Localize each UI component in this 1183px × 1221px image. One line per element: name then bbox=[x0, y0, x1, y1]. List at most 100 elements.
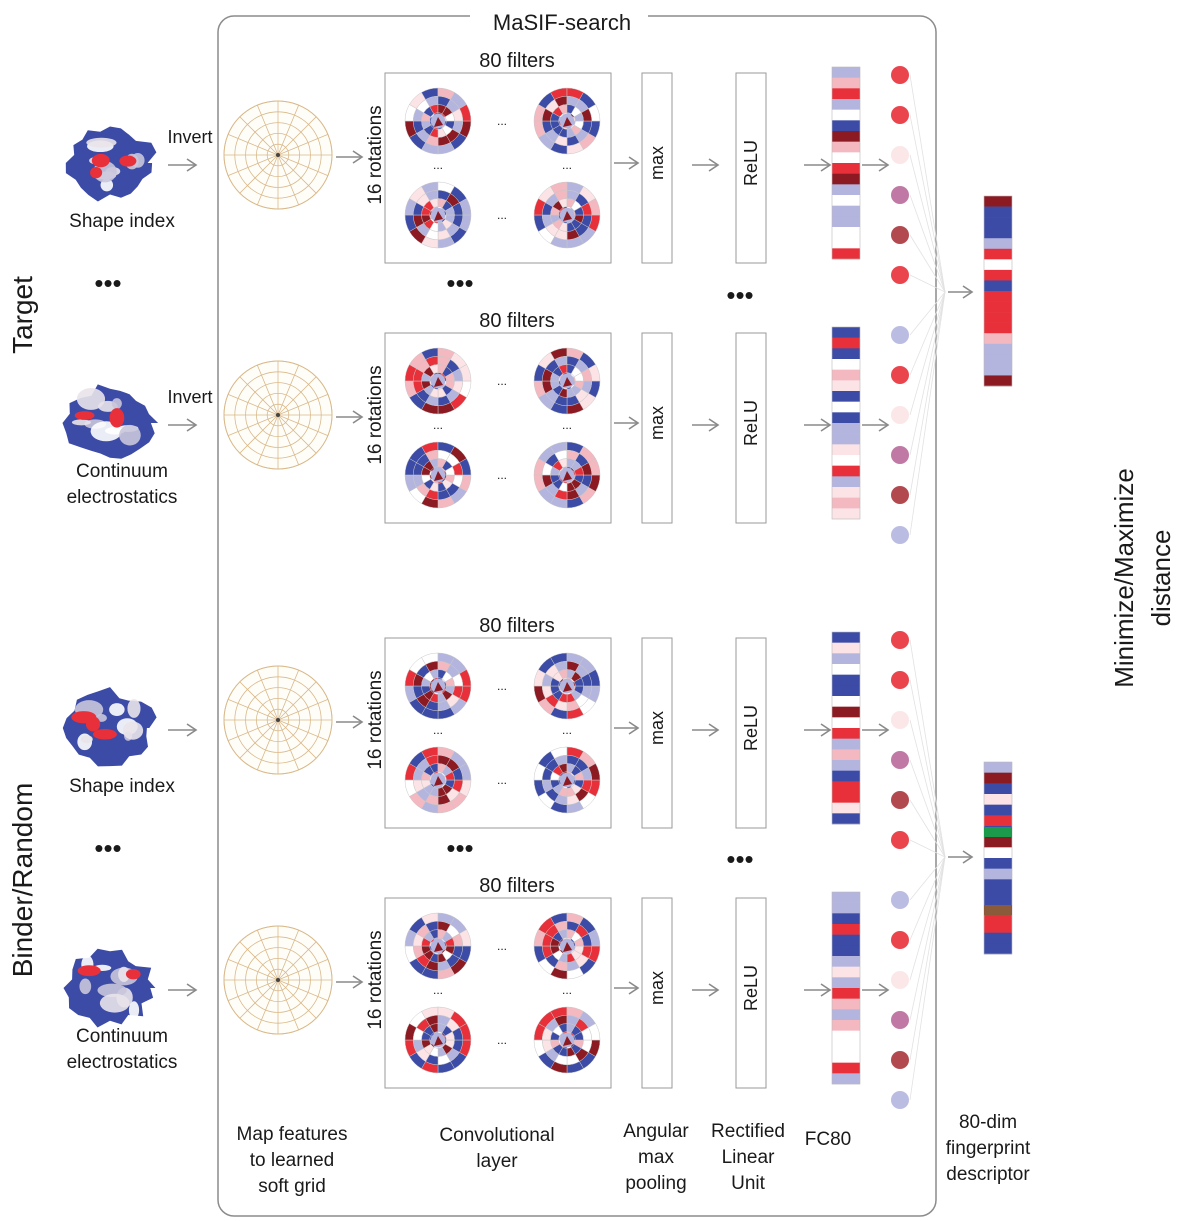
pool-box bbox=[641, 897, 673, 1089]
bottom-label-map: soft grid bbox=[258, 1176, 326, 1197]
connector-line bbox=[909, 291, 946, 456]
connector-line bbox=[909, 856, 946, 901]
pool-box bbox=[641, 637, 673, 829]
fc-node bbox=[891, 366, 909, 384]
conv-filter bbox=[533, 347, 601, 415]
conv-filter bbox=[533, 87, 601, 155]
arrow-relu-fc bbox=[804, 983, 832, 997]
arrow-grid-conv bbox=[336, 150, 364, 164]
conv-filter bbox=[533, 441, 601, 509]
arrow-conv-pool bbox=[614, 721, 640, 735]
conv-filter bbox=[404, 912, 472, 980]
fc-node bbox=[891, 711, 909, 729]
arrow-conv-pool bbox=[614, 981, 640, 995]
arrow-grid-conv bbox=[336, 975, 364, 989]
connector-line bbox=[909, 856, 946, 1101]
pool-label: max bbox=[647, 711, 667, 745]
fingerprint-brown-segment bbox=[984, 905, 1012, 915]
bottom-label-fingerprint: descriptor bbox=[946, 1164, 1030, 1185]
fc-node bbox=[891, 66, 909, 84]
arrow-relu-fc bbox=[804, 158, 832, 172]
extra-layer: ••• ••• ••• ••• ••• ••• Map features to learned… bbox=[94, 74, 1031, 1197]
arrow-relu-fc bbox=[804, 723, 832, 737]
row-ellipsis: ••• bbox=[726, 280, 753, 310]
connector-line bbox=[909, 856, 946, 1021]
fc80-stripe bbox=[831, 66, 861, 260]
arrow-fc-nodes bbox=[862, 983, 890, 997]
filter-ellipsis: ... bbox=[497, 208, 507, 222]
filters-label: 80 filters bbox=[479, 875, 555, 897]
connector-line bbox=[909, 759, 946, 858]
filter-ellipsis: ... bbox=[433, 158, 443, 172]
relu-label: ReLU bbox=[741, 965, 761, 1011]
connector-line bbox=[909, 799, 946, 858]
filter-ellipsis: ... bbox=[497, 114, 507, 128]
group-label-binder: Binder/Random bbox=[7, 783, 38, 978]
relu-label: ReLU bbox=[741, 705, 761, 751]
input-label: electrostatics bbox=[67, 487, 178, 508]
conv-filter bbox=[404, 1006, 472, 1074]
soft-grid bbox=[223, 665, 333, 775]
connector-line bbox=[909, 154, 946, 293]
fingerprint-green-segment bbox=[984, 827, 1012, 837]
arrow-pool-relu bbox=[692, 158, 720, 172]
filter-ellipsis: ... bbox=[433, 723, 443, 737]
conv-filter bbox=[404, 746, 472, 814]
fc-node bbox=[891, 971, 909, 989]
conv-filter bbox=[404, 181, 472, 249]
bottom-label-fingerprint: fingerprint bbox=[946, 1138, 1031, 1159]
arrow-fc-nodes bbox=[862, 723, 890, 737]
arrow-conv-pool bbox=[614, 156, 640, 170]
arrow-to-fingerprint-target bbox=[948, 285, 974, 299]
arrow-fc-nodes bbox=[862, 158, 890, 172]
fc-node bbox=[891, 931, 909, 949]
arrow-grid-conv bbox=[336, 715, 364, 729]
relu-box bbox=[735, 637, 767, 829]
group-label-target: Target bbox=[7, 276, 38, 354]
connector-line bbox=[909, 291, 946, 376]
conv-filter bbox=[533, 1006, 601, 1074]
fc-node bbox=[891, 751, 909, 769]
relu-label: ReLU bbox=[741, 140, 761, 186]
input-surface bbox=[63, 948, 156, 1028]
fc-node bbox=[891, 186, 909, 204]
input-surface bbox=[62, 687, 157, 767]
bottom-label-fc: FC80 bbox=[805, 1129, 851, 1150]
bottom-label-pool: Angular bbox=[623, 1121, 689, 1142]
bottom-label-map: to learned bbox=[250, 1150, 335, 1171]
connector-line bbox=[909, 291, 946, 496]
rotations-label: 16 rotations bbox=[365, 670, 386, 769]
connector-line bbox=[909, 274, 946, 293]
relu-box bbox=[735, 72, 767, 264]
arrow-relu-fc bbox=[804, 418, 832, 432]
filter-ellipsis: ... bbox=[562, 158, 572, 172]
arrow-pool-relu bbox=[692, 418, 720, 432]
connector-line bbox=[909, 194, 946, 293]
fingerprint-target bbox=[983, 195, 1013, 387]
network-row-4: Continuum electrostatics 80 filters 16 rota… bbox=[63, 875, 909, 1109]
fc-node bbox=[891, 106, 909, 124]
fc-node bbox=[891, 526, 909, 544]
invert-label: Invert bbox=[167, 127, 212, 147]
arrow-input-grid bbox=[168, 723, 198, 737]
fc80-stripe bbox=[831, 631, 861, 825]
network-row-3: Shape index 80 filters 16 rotations.......… bbox=[62, 615, 909, 849]
arrow-pool-relu bbox=[692, 983, 720, 997]
connector-line bbox=[909, 291, 946, 536]
bottom-label-relu: Rectified bbox=[711, 1121, 785, 1142]
diagram-title: MaSIF-search bbox=[493, 10, 631, 35]
filter-ellipsis: ... bbox=[497, 374, 507, 388]
conv-filter bbox=[533, 181, 601, 249]
arrow-to-fingerprint-binder bbox=[948, 850, 974, 864]
bottom-label-pool: max bbox=[638, 1147, 674, 1168]
arrow-input-grid bbox=[168, 418, 198, 432]
input-label: Shape index bbox=[69, 776, 175, 797]
row-ellipsis: ••• bbox=[446, 268, 473, 298]
conv-filter bbox=[404, 347, 472, 415]
filter-ellipsis: ... bbox=[497, 939, 507, 953]
fc-node bbox=[891, 446, 909, 464]
input-label: Shape index bbox=[69, 211, 175, 232]
conv-filter bbox=[404, 441, 472, 509]
arrow-input-grid bbox=[168, 983, 198, 997]
fc-node bbox=[891, 831, 909, 849]
